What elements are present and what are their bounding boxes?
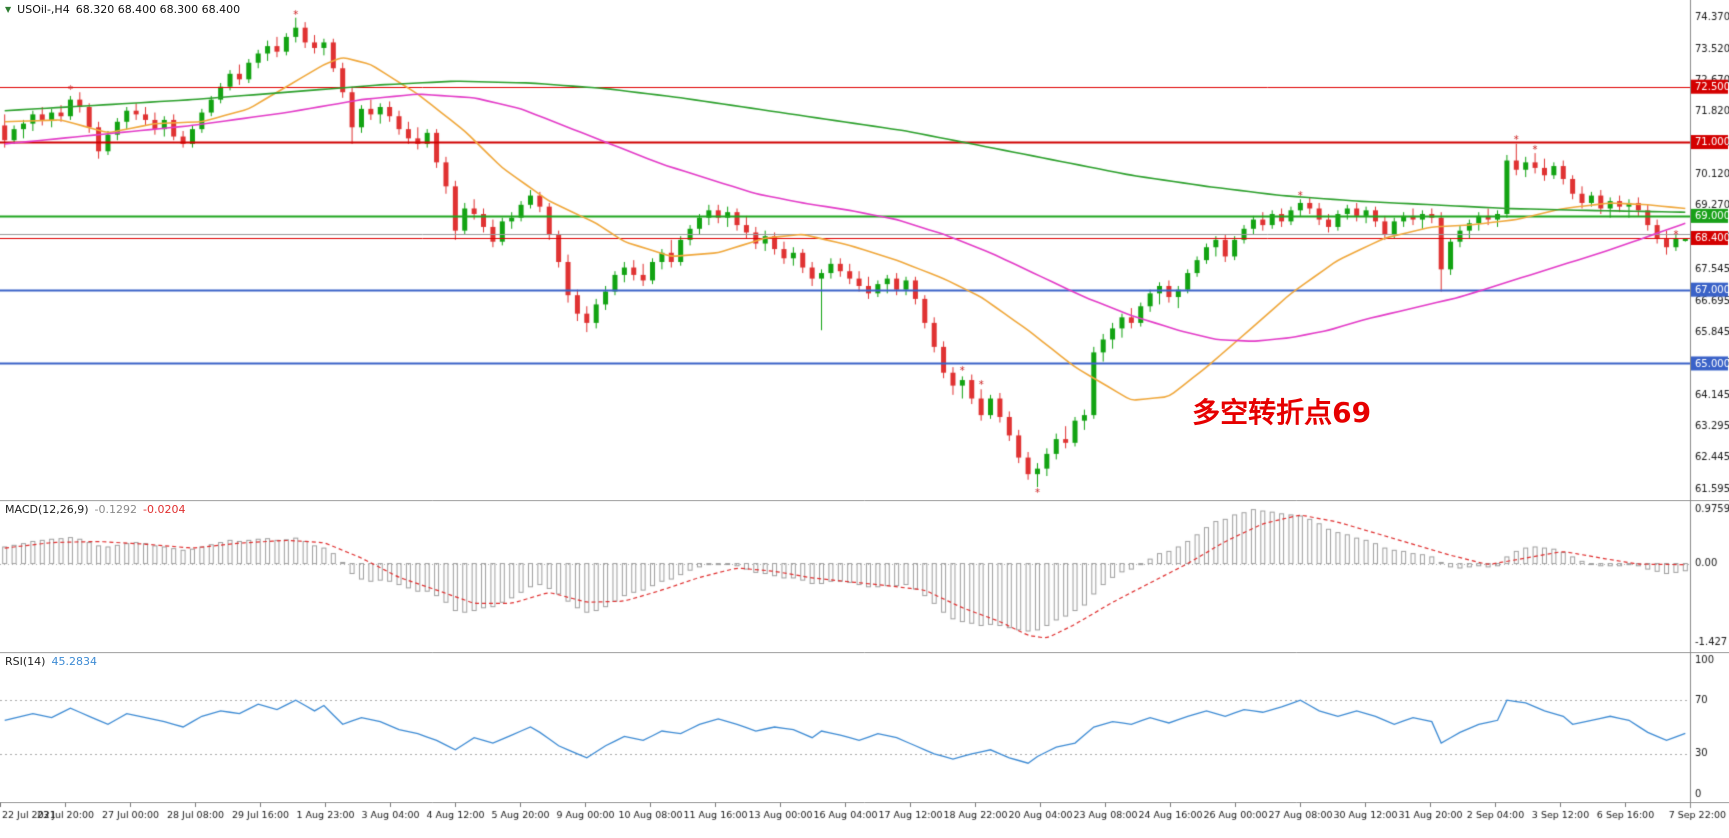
rsi-label: RSI(14) 45.2834 bbox=[5, 655, 97, 668]
time-axis-panel bbox=[0, 802, 1729, 838]
symbol-timeframe-label: USOil-,H4 bbox=[17, 3, 70, 16]
macd-panel: MACD(12,26,9) -0.1292 -0.0204 bbox=[0, 500, 1729, 652]
macd-signal-value: -0.0204 bbox=[143, 503, 186, 516]
macd-name-label: MACD(12,26,9) bbox=[5, 503, 89, 516]
main-chart-canvas[interactable] bbox=[0, 0, 1729, 500]
macd-main-value: -0.1292 bbox=[94, 503, 138, 516]
macd-canvas[interactable] bbox=[0, 500, 1729, 652]
ohlc-readout: 68.320 68.400 68.300 68.400 bbox=[75, 3, 241, 16]
chart-legend: ▼ USOil-,H4 68.320 68.400 68.300 68.400 bbox=[5, 3, 240, 16]
rsi-name-label: RSI(14) bbox=[5, 655, 46, 668]
symbol-dropdown-icon[interactable]: ▼ bbox=[5, 4, 12, 14]
rsi-panel: RSI(14) 45.2834 bbox=[0, 652, 1729, 802]
rsi-value: 45.2834 bbox=[51, 655, 97, 668]
chart-annotation-text: 多空转折点69 bbox=[1192, 396, 1372, 430]
macd-label: MACD(12,26,9) -0.1292 -0.0204 bbox=[5, 503, 185, 516]
time-axis-canvas[interactable] bbox=[0, 802, 1729, 838]
main-chart-panel: ▼ USOil-,H4 68.320 68.400 68.300 68.400 … bbox=[0, 0, 1729, 500]
rsi-canvas[interactable] bbox=[0, 652, 1729, 802]
